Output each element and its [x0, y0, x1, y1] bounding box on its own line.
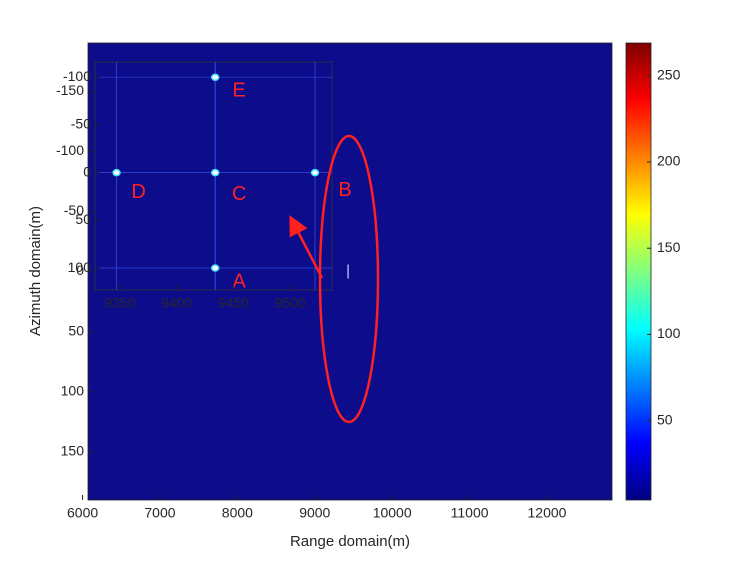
x-tick-label: 9000 [299, 505, 330, 521]
x-tick-label: 11000 [451, 505, 489, 521]
y-tick-label: 100 [68, 259, 92, 275]
y-tick-label: -100 [56, 142, 84, 158]
target [310, 168, 320, 177]
x-tick-label: 9450 [218, 295, 249, 311]
colorbar-tick-label: 50 [657, 411, 673, 427]
target [210, 264, 220, 272]
y-tick-label: -100 [63, 68, 91, 84]
x-tick-label: 10000 [373, 505, 412, 521]
target-label: A [233, 270, 247, 292]
colorbar-tick-label: 250 [657, 66, 681, 82]
x-tick-label: 12000 [528, 505, 567, 521]
target-label: D [131, 181, 145, 203]
highlight-ellipse [318, 134, 380, 424]
y-tick-label: -50 [71, 116, 91, 132]
target [210, 168, 220, 177]
colorbar-tick-label: 100 [657, 325, 681, 341]
y-tick-label: 0 [76, 262, 84, 278]
y-tick-label: -50 [64, 202, 84, 218]
y-tick-label: 50 [68, 322, 84, 338]
y-tick-label: 0 [83, 163, 91, 179]
x-tick-label: 9500 [274, 295, 305, 311]
x-axis-label: Range domain(m) [290, 533, 410, 550]
pointer-arrow [289, 215, 324, 279]
x-tick-label: 9350 [104, 295, 135, 311]
y-tick-label: 100 [61, 382, 85, 398]
colorbar-tick-label: 150 [657, 239, 681, 255]
target [112, 168, 121, 177]
colorbar [625, 42, 652, 501]
target-label: C [232, 183, 246, 205]
y-tick-label: 50 [75, 211, 91, 227]
target-label: B [338, 179, 351, 201]
y-tick-label: -150 [56, 82, 84, 98]
x-tick-label: 9400 [161, 295, 192, 311]
x-tick-label: 8000 [222, 505, 253, 521]
target-label: E [233, 80, 246, 102]
colorbar-tick-label: 200 [657, 153, 681, 169]
x-tick-label: 7000 [144, 505, 175, 521]
target [210, 73, 220, 82]
y-tick-label: 150 [61, 443, 85, 459]
x-tick-label: 6000 [67, 505, 98, 521]
y-axis-label: Azimuth domain(m) [27, 206, 44, 336]
